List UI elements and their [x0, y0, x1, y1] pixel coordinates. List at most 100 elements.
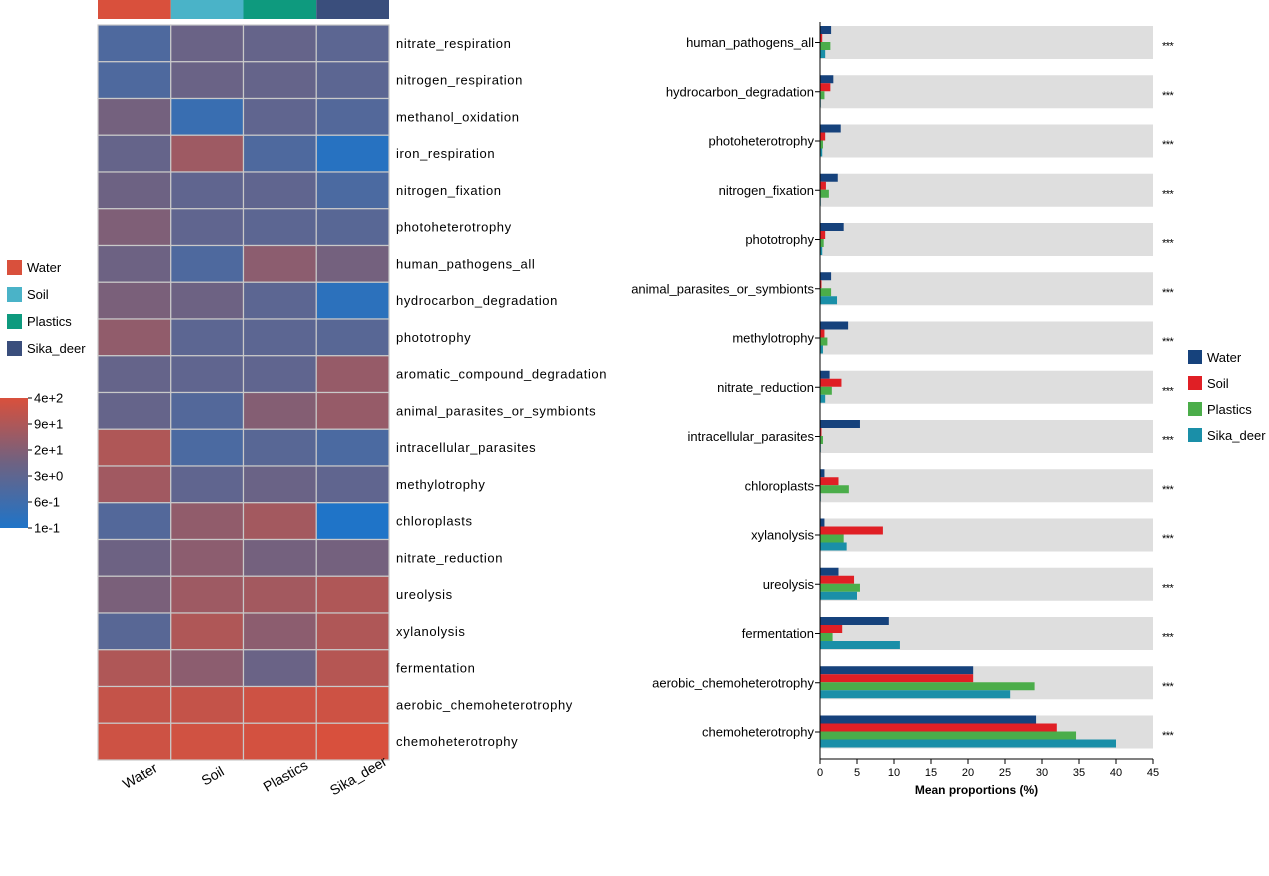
bar-soil: [820, 181, 826, 190]
heatmap-cell: [315, 428, 390, 467]
category-label-intracellular-parasites: intracellular_parasites: [688, 429, 815, 444]
row-background: [820, 173, 1153, 207]
heatmap-cell: [97, 318, 172, 357]
heatmap-cell: [170, 538, 245, 577]
bar-soil: [820, 526, 883, 535]
bar-plastics: [820, 436, 823, 444]
heatmap-cell: [97, 465, 172, 504]
row-label-photoheterotrophy: photoheterotrophy: [396, 220, 512, 235]
heatmap-cell: [97, 685, 172, 724]
colorbar-label-4e-2: 4e+2: [34, 391, 63, 406]
heatmap-cell: [170, 318, 245, 357]
heatmap-cell: [315, 685, 390, 724]
bar-plastics: [820, 682, 1035, 691]
heatmap-cell: [97, 355, 172, 394]
x-axis-title: Mean proportions (%): [915, 783, 1038, 797]
row-label-chloroplasts: chloroplasts: [396, 514, 473, 529]
bar-legend-label-soil: Soil: [1207, 376, 1229, 391]
heatmap-cell: [97, 171, 172, 210]
heatmap-cell: [170, 649, 245, 688]
row-label-aromatic-compound-degradation: aromatic_compound_degradation: [396, 367, 607, 382]
significance-label: ***: [1162, 41, 1175, 53]
bar-water: [820, 272, 832, 281]
row-background: [820, 370, 1153, 404]
heatmap-cell: [170, 24, 245, 63]
bar-soil: [820, 625, 843, 633]
heatmap-cell: [170, 575, 245, 614]
bar-water: [820, 518, 825, 527]
bar-legend-swatch-soil: [1188, 376, 1202, 390]
heatmap-cell: [242, 685, 317, 724]
bar-soil: [820, 280, 822, 289]
category-label-photoheterotrophy: photoheterotrophy: [708, 134, 814, 149]
x-tick-label: 5: [854, 767, 860, 779]
heatmap-cell: [170, 355, 245, 394]
row-background: [820, 518, 1153, 552]
heatmap-cell: [242, 722, 317, 761]
bar-water: [820, 469, 825, 478]
bar-water: [820, 321, 849, 330]
heatmap-cell: [97, 61, 172, 100]
category-label-ureolysis: ureolysis: [763, 577, 815, 592]
row-label-phototrophy: phototrophy: [396, 330, 471, 345]
heatmap-cell: [170, 722, 245, 761]
bar-sika-deer: [820, 641, 900, 649]
category-label-nitrate-reduction: nitrate_reduction: [717, 380, 814, 395]
colorbar-label-1e-1: 1e-1: [34, 521, 60, 536]
bar-sika-deer: [820, 148, 823, 157]
heatmap-cell: [315, 538, 390, 577]
bar-water: [820, 715, 1037, 724]
category-label-aerobic-chemoheterotrophy: aerobic_chemoheterotrophy: [652, 675, 814, 690]
bar-sika-deer: [820, 591, 857, 600]
row-label-nitrogen-respiration: nitrogen_respiration: [396, 73, 523, 88]
heatmap-cell: [170, 428, 245, 467]
heatmap-cell: [170, 97, 245, 136]
bar-sika-deer: [820, 247, 823, 255]
bar-plastics: [820, 534, 844, 543]
bar-plastics: [820, 91, 825, 100]
heatmap-cell: [315, 612, 390, 651]
heatmap-panel: nitrate_respiration nitrogen_respirationm…: [97, 0, 607, 798]
x-tick-label: 15: [925, 767, 937, 779]
significance-label: ***: [1162, 139, 1175, 151]
bar-water: [820, 223, 844, 231]
bar-plastics: [820, 633, 833, 641]
heatmap-cell: [97, 575, 172, 614]
bar-soil: [820, 329, 825, 338]
significance-label: ***: [1162, 484, 1175, 496]
heatmap-cell: [242, 612, 317, 651]
row-label-fermentation: fermentation: [396, 661, 475, 676]
heatmap-cell: [242, 502, 317, 541]
bar-chart-panel: human_pathogens_all *** hydrocarbon_degrad…: [631, 22, 1175, 797]
row-background: [820, 567, 1153, 601]
bar-soil: [820, 83, 831, 92]
heatmap-cell: [242, 465, 317, 504]
heatmap-cell: [315, 502, 390, 541]
bar-plastics: [820, 731, 1077, 740]
significance-label: ***: [1162, 90, 1175, 102]
heatmap-cell: [97, 97, 172, 136]
bar-sika-deer: [820, 739, 1116, 748]
heatmap-cell: [170, 465, 245, 504]
x-tick-label: 40: [1110, 767, 1122, 779]
row-background: [820, 420, 1153, 453]
x-tick-label: 0: [817, 767, 823, 779]
heatmap-cell: [97, 24, 172, 63]
bar-legend-swatch-sika-deer: [1188, 428, 1202, 442]
significance-label: ***: [1162, 582, 1175, 594]
significance-label: ***: [1162, 730, 1175, 742]
row-label-xylanolysis: xylanolysis: [396, 624, 465, 639]
row-label-hydrocarbon-degradation: hydrocarbon_degradation: [396, 293, 558, 308]
category-label-fermentation: fermentation: [742, 626, 814, 641]
row-label-intracellular-parasites: intracellular_parasites: [396, 440, 536, 455]
significance-label: ***: [1162, 238, 1175, 250]
bar-sika-deer: [820, 690, 1011, 699]
bar-legend-label-sika-deer: Sika_deer: [1207, 428, 1266, 443]
annotation-plastics: [243, 0, 317, 19]
row-label-nitrate-respiration: nitrate_respiration: [396, 36, 511, 51]
bar-legend-label-plastics: Plastics: [1207, 402, 1252, 417]
bar-plastics: [820, 239, 824, 247]
annotation-sika-deer: [316, 0, 389, 19]
heatmap-cell: [170, 391, 245, 430]
